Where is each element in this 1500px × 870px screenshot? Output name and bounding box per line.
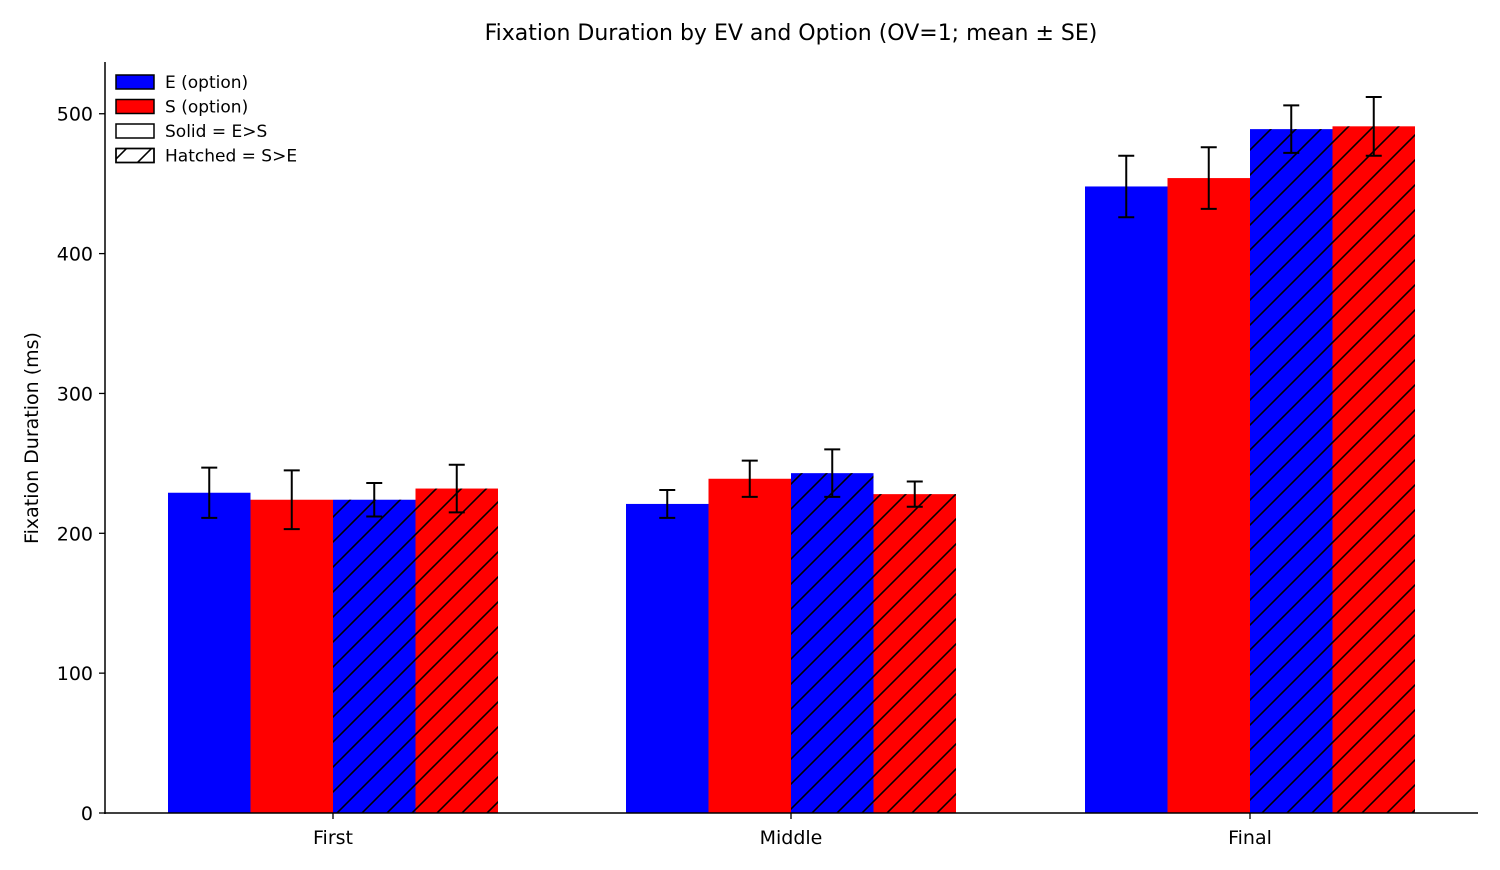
legend-item: Hatched = S>E (115, 147, 297, 167)
bar-E-EgtS-middle (626, 503, 709, 813)
legend-swatch-hatch (115, 147, 155, 164)
error-bars-group (201, 95, 1382, 531)
legend-item: Solid = E>S (115, 122, 267, 142)
bar-hatch-overlay (1250, 129, 1333, 814)
y-tick-label: 400 (57, 244, 93, 266)
y-axis-label: Fixation Duration (ms) (21, 332, 43, 544)
y-tick-label: 0 (81, 803, 93, 825)
bar-E-EgtS-first (168, 492, 251, 813)
error-bar (906, 480, 923, 508)
bar-hatch-overlay (1332, 126, 1415, 813)
error-bar (201, 466, 218, 519)
chart-title: Fixation Duration by EV and Option (OV=1… (485, 21, 1098, 46)
legend-swatch (115, 98, 155, 115)
error-bar (824, 448, 841, 498)
error-bar (1365, 95, 1382, 157)
bar-S-EgtS-first (250, 499, 333, 813)
error-bar (366, 481, 383, 518)
bar-S-EgtS-final (1167, 178, 1250, 813)
y-tick-label: 100 (57, 663, 93, 685)
legend-label: Solid = E>S (165, 122, 267, 142)
error-bar (1200, 146, 1217, 210)
error-bar (448, 463, 465, 514)
error-bar (1118, 154, 1135, 219)
bar-hatch-overlay (415, 488, 498, 813)
y-tick-label: 200 (57, 523, 93, 545)
error-bar (741, 459, 758, 498)
legend-item: E (option) (115, 73, 248, 93)
bars-group (168, 126, 1415, 814)
error-bar (1283, 104, 1300, 154)
legend-label: Hatched = S>E (165, 147, 297, 167)
legend-label: S (option) (165, 98, 248, 118)
legend-swatch (115, 123, 155, 139)
x-tick-label: Middle (760, 827, 823, 849)
bar-hatch-overlay (791, 473, 874, 813)
x-tick-label: Final (1228, 827, 1272, 849)
error-bar (659, 488, 676, 519)
y-tick-label: 300 (57, 383, 93, 405)
bar-E-EgtS-final (1085, 186, 1168, 813)
error-bar (283, 469, 300, 531)
legend-label: E (option) (165, 73, 248, 93)
bar-hatch-overlay (873, 494, 956, 813)
bar-S-EgtS-middle (708, 478, 791, 813)
legend-swatch (115, 74, 155, 90)
y-tick-label: 500 (57, 104, 93, 126)
legend: E (option) S (option) Solid = E>S Hatched =… (115, 73, 297, 167)
x-tick-label: First (313, 827, 353, 849)
x-ticks-group: First Middle Final (313, 813, 1272, 849)
y-ticks-group: 0 100 200 300 400 500 (57, 104, 105, 825)
bar-hatch-overlay (333, 499, 416, 813)
legend-item: S (option) (115, 98, 248, 118)
